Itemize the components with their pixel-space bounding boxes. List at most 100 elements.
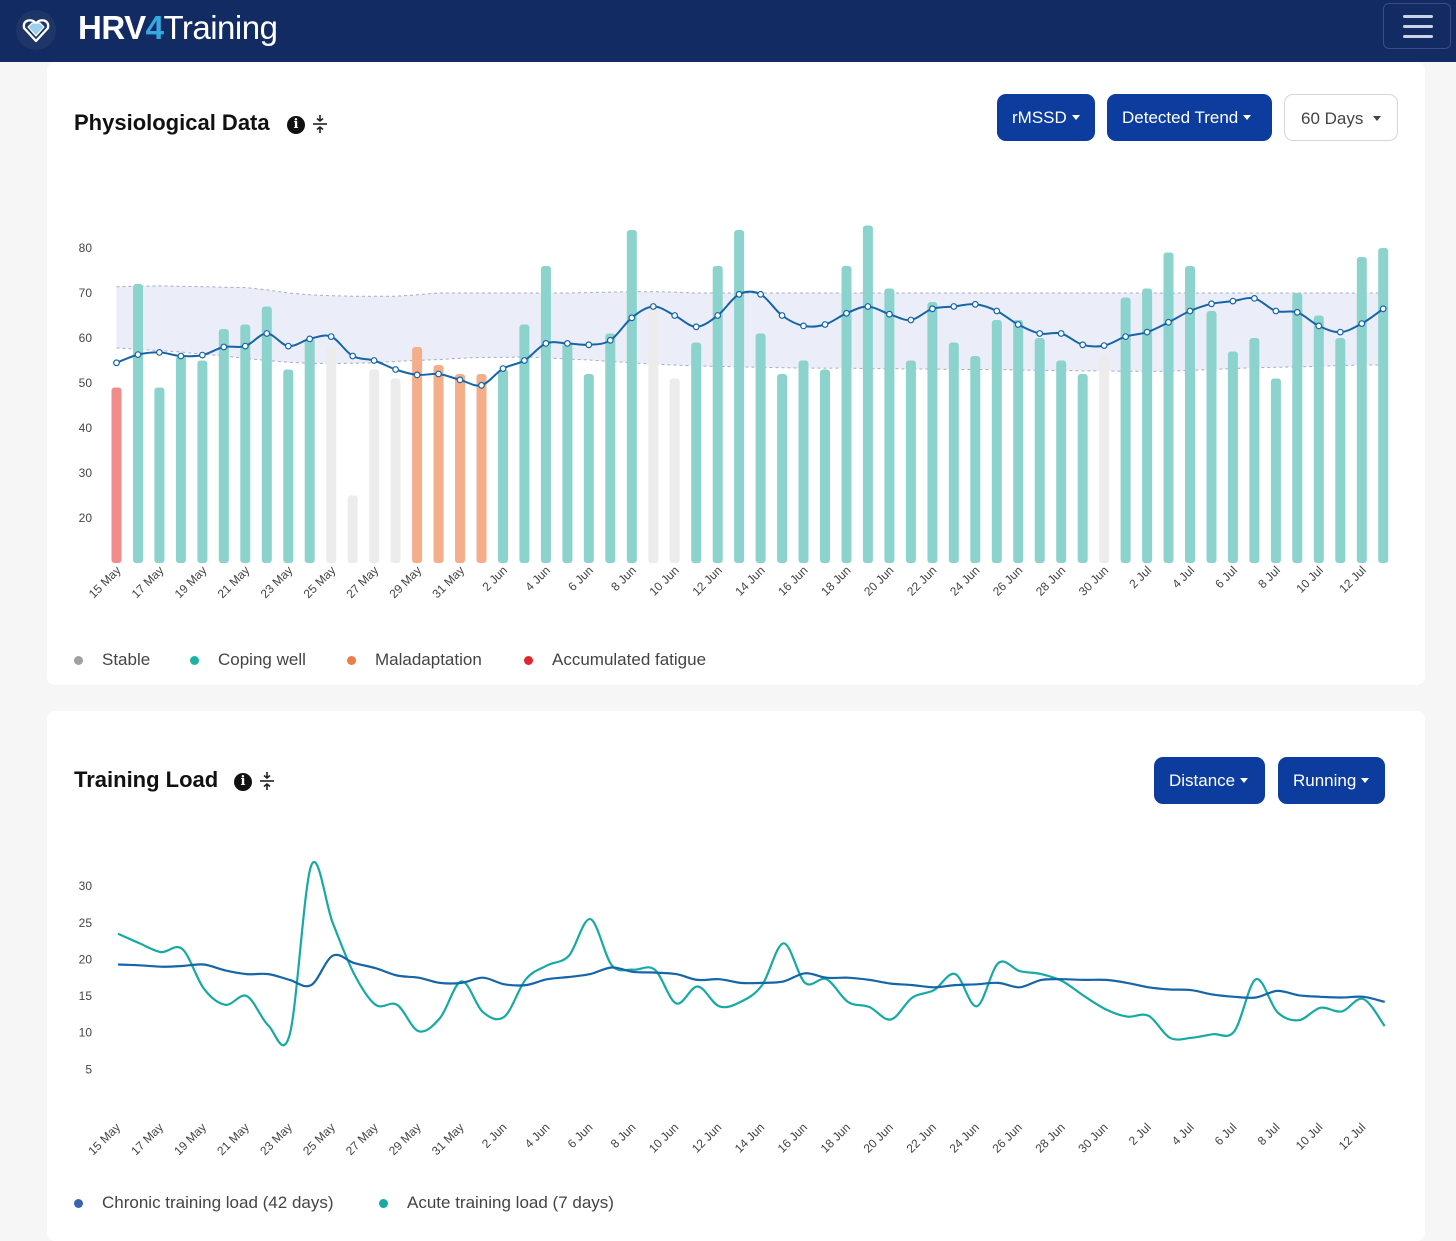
rmssd-bar xyxy=(347,495,358,563)
legend-stable[interactable]: Stable xyxy=(74,650,194,670)
trend-point xyxy=(1229,297,1237,305)
x-tick-label: 27 May xyxy=(343,1120,381,1158)
x-tick-label: 26 Jun xyxy=(989,1120,1024,1155)
rmssd-bar xyxy=(648,306,659,563)
x-tick-label: 20 Jun xyxy=(861,563,896,598)
x-tick-label: 17 May xyxy=(129,563,167,601)
trend-point xyxy=(413,371,421,379)
running-dropdown-label: Running xyxy=(1293,771,1357,790)
rmssd-bar xyxy=(1270,378,1281,563)
trend-point xyxy=(1165,318,1172,326)
physio-chart: 20 30 40 50 60 70 80 15 May 17 May 19 May 21 May 23… xyxy=(79,225,1389,601)
legend-label-chronic: Chronic training load (42 days) xyxy=(102,1193,334,1212)
x-tick-label: 10 Jul xyxy=(1293,1120,1326,1153)
distance-dropdown-button[interactable]: Distance xyxy=(1154,757,1265,804)
rmssd-bar xyxy=(476,374,487,563)
distance-dropdown-label: Distance xyxy=(1169,771,1236,790)
compress-icon[interactable] xyxy=(312,114,328,134)
rmssd-bar xyxy=(991,320,1002,563)
trend-dropdown-button[interactable]: Detected Trend xyxy=(1107,94,1272,141)
rmssd-bar xyxy=(1378,248,1389,563)
compress-icon[interactable] xyxy=(259,771,275,791)
legend-accumulated-fatigue[interactable]: Accumulated fatigue xyxy=(524,650,734,670)
x-tick-label: 2 Jun xyxy=(479,563,510,594)
info-icon[interactable]: i xyxy=(234,773,252,791)
trend-point xyxy=(1057,330,1065,337)
x-tick-label: 12 Jun xyxy=(689,563,724,598)
trend-point xyxy=(950,303,958,310)
x-tick-label: 4 Jun xyxy=(522,563,553,594)
trend-point xyxy=(284,342,292,350)
x-tick-label: 23 May xyxy=(257,1120,295,1158)
trend-point xyxy=(177,352,185,360)
trend-point xyxy=(1143,328,1151,336)
trend-point xyxy=(499,365,507,373)
rmssd-bar xyxy=(540,266,551,563)
trend-point xyxy=(198,351,206,359)
legend-acute-load[interactable]: Acute training load (7 days) xyxy=(379,1193,639,1213)
x-tick-label: 28 Jun xyxy=(1032,1120,1067,1155)
x-tick-label: 16 Jun xyxy=(775,563,810,598)
trend-point xyxy=(628,314,636,322)
trend-point xyxy=(113,359,120,367)
trend-point xyxy=(349,352,357,360)
x-tick-label: 2 Jul xyxy=(1126,1120,1154,1148)
rmssd-bar xyxy=(390,378,401,563)
trend-point xyxy=(306,335,314,343)
trend-point xyxy=(692,323,700,331)
trend-point xyxy=(392,366,400,373)
metric-dropdown-button[interactable]: rMSSD xyxy=(997,94,1095,141)
trend-point xyxy=(1315,322,1323,330)
trend-point xyxy=(864,303,872,310)
trend-point xyxy=(1379,305,1387,313)
rmssd-bar xyxy=(261,306,272,563)
trend-point xyxy=(564,340,571,347)
info-icon[interactable]: i xyxy=(287,116,305,134)
rmssd-bar xyxy=(798,360,809,563)
trend-point xyxy=(220,343,228,351)
x-tick-label: 12 Jun xyxy=(689,1120,724,1155)
rmssd-bar xyxy=(519,324,530,563)
trend-point xyxy=(542,340,550,347)
legend-chronic-load[interactable]: Chronic training load (42 days) xyxy=(74,1193,364,1213)
x-tick-label: 21 May xyxy=(215,563,253,601)
y-tick-label: 60 xyxy=(79,331,93,345)
legend-maladaptation[interactable]: Maladaptation xyxy=(347,650,507,670)
trend-point xyxy=(1358,320,1366,328)
rmssd-bar xyxy=(1335,338,1346,563)
range-dropdown-button[interactable]: 60 Days xyxy=(1284,94,1398,141)
rmssd-bar xyxy=(583,374,594,563)
rmssd-bar xyxy=(712,266,723,563)
trend-point xyxy=(1122,333,1129,341)
trend-point xyxy=(263,330,271,337)
x-tick-label: 24 Jun xyxy=(947,563,982,598)
running-dropdown-button[interactable]: Running xyxy=(1278,757,1385,804)
caret-down-icon xyxy=(1373,116,1382,121)
physio-title: Physiological Data xyxy=(74,110,270,135)
x-tick-label: 24 Jun xyxy=(947,1120,982,1155)
y-tick-label: 15 xyxy=(79,989,93,1003)
hamburger-menu-button[interactable] xyxy=(1383,3,1451,49)
app-brand[interactable]: HRV4Training xyxy=(78,8,278,48)
trend-point xyxy=(993,307,1001,315)
rmssd-bar xyxy=(948,342,959,563)
trend-point xyxy=(1100,342,1108,350)
x-tick-label: 8 Jun xyxy=(608,563,639,594)
rmssd-bar xyxy=(154,387,165,563)
rmssd-bar xyxy=(1292,293,1303,563)
x-tick-label: 12 Jul xyxy=(1336,563,1369,596)
trend-point xyxy=(327,333,335,341)
rmssd-bar xyxy=(1185,266,1195,563)
x-tick-label: 20 Jun xyxy=(861,1120,896,1155)
trend-point xyxy=(1250,294,1258,302)
rmssd-bar xyxy=(862,225,873,563)
heart-diamond-logo-icon[interactable] xyxy=(16,10,56,50)
y-tick-label: 20 xyxy=(79,511,93,525)
normal-range-band xyxy=(116,285,1384,372)
rmssd-bar xyxy=(1056,360,1067,563)
legend-coping-well[interactable]: Coping well xyxy=(190,650,340,670)
legend-dot-maladaptation xyxy=(347,656,356,665)
x-tick-label: 10 Jun xyxy=(646,563,681,598)
rmssd-bar xyxy=(498,369,508,563)
rmssd-bar xyxy=(197,360,208,563)
